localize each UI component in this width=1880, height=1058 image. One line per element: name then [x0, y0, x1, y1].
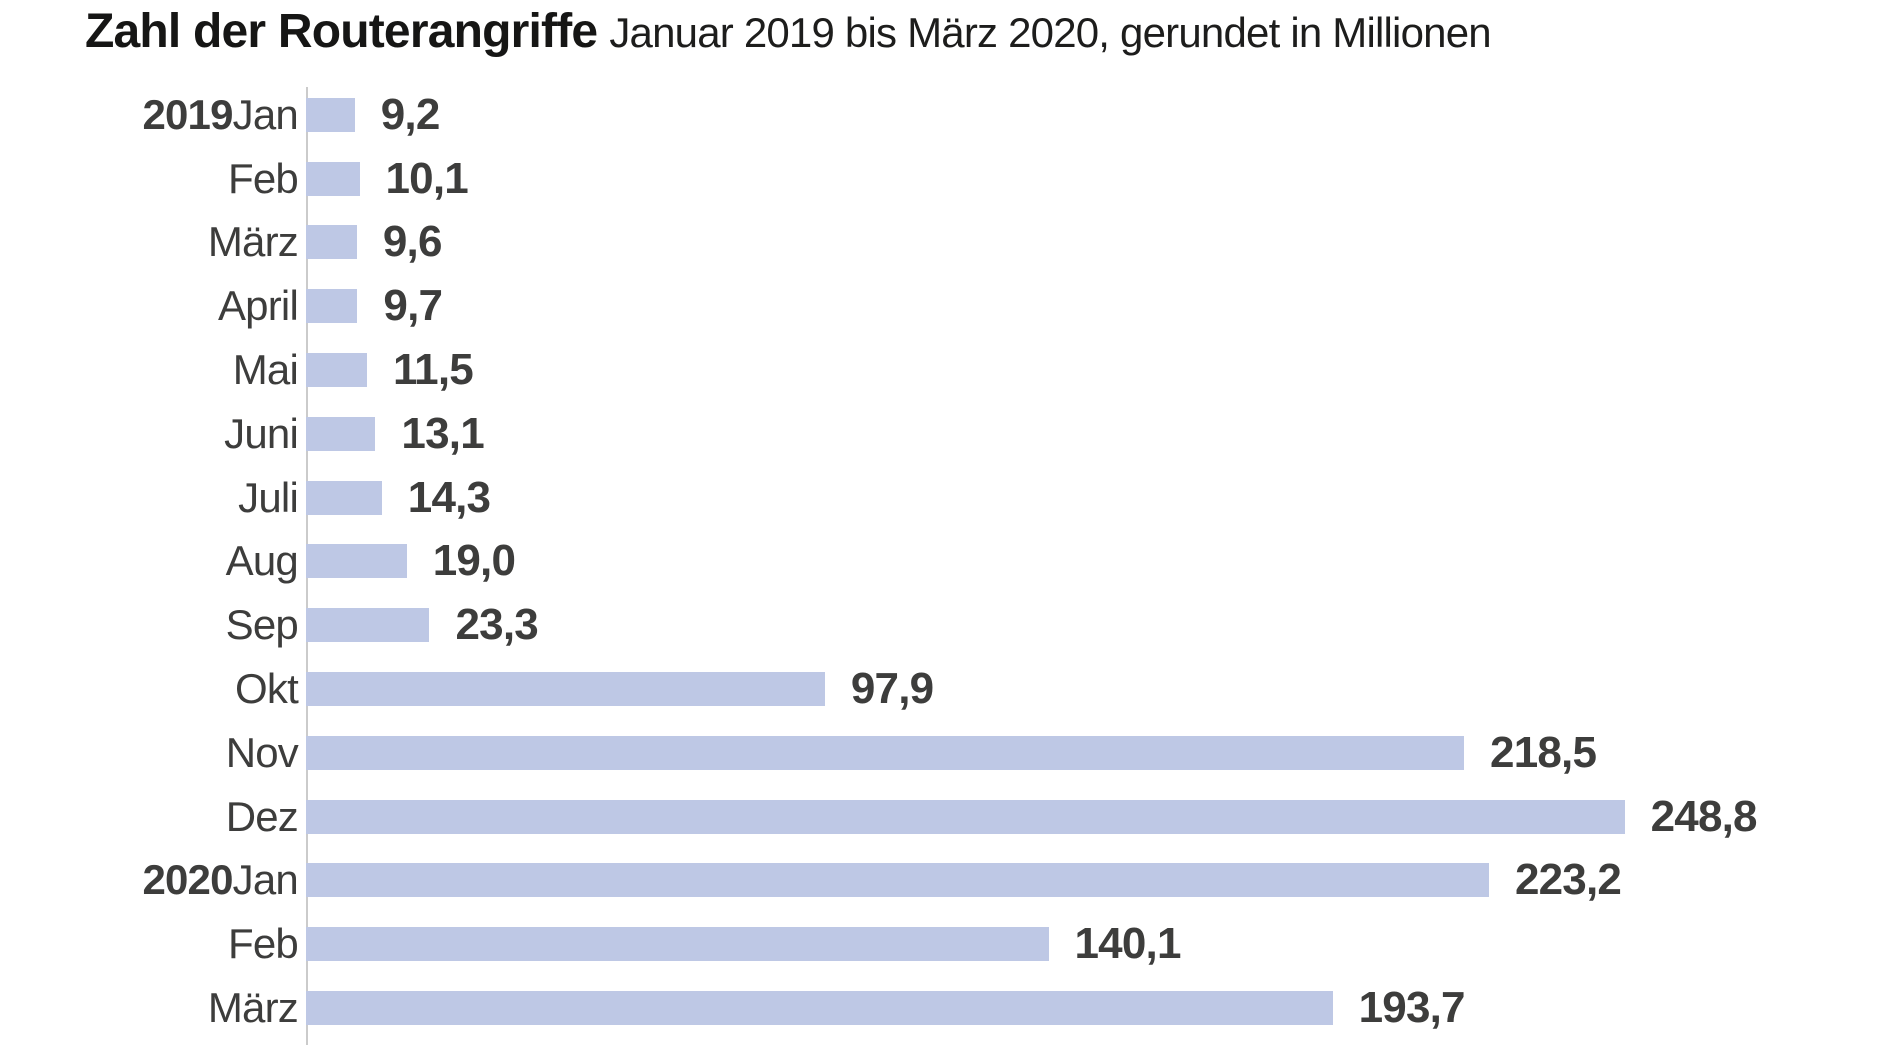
bar [306, 161, 360, 196]
category-label: Dez [0, 793, 306, 841]
category-label: Sep [0, 601, 306, 649]
bar [306, 735, 1465, 770]
value-label: 193,7 [1358, 983, 1466, 1033]
category-label: Juni [0, 410, 306, 458]
bar-row: Aug 19,0 [0, 530, 1880, 594]
year-label: 2020 [142, 856, 233, 904]
bar-row: Feb 10,1 [0, 147, 1880, 211]
month-label: März [207, 218, 299, 266]
value-label: 223,2 [1514, 855, 1622, 905]
bar-row: Nov 218,5 [0, 721, 1880, 785]
value-label: 10,1 [385, 153, 469, 203]
category-label: 2020Jan [0, 856, 306, 904]
bar-row: April 9,7 [0, 274, 1880, 338]
value-label: 11,5 [392, 345, 474, 395]
year-label: 2019 [142, 90, 233, 138]
category-label: Okt [0, 665, 306, 713]
month-label: Juni [224, 409, 299, 457]
category-label: Aug [0, 537, 306, 585]
month-label: Sep [225, 601, 299, 649]
bar-row: März 9,6 [0, 211, 1880, 275]
month-label: Nov [225, 728, 299, 776]
bar-row: März 193,7 [0, 976, 1880, 1040]
category-label: Feb [0, 155, 306, 203]
bar [306, 991, 1333, 1026]
bar [306, 97, 355, 132]
value-label: 97,9 [850, 664, 934, 714]
value-label: 218,5 [1490, 727, 1597, 777]
bar-row: Mai 11,5 [0, 338, 1880, 402]
value-label: 19,0 [432, 536, 516, 586]
category-label: März [0, 218, 306, 266]
category-label: Feb [0, 920, 306, 968]
bar-row: 2020Jan 223,2 [0, 849, 1880, 913]
bar [306, 863, 1489, 898]
chart-header: Zahl der Routerangriffe Januar 2019 bis M… [85, 4, 1492, 59]
bar [306, 353, 367, 388]
month-label: Feb [228, 920, 299, 968]
bar-row: Sep 23,3 [0, 593, 1880, 657]
month-label: Feb [228, 154, 299, 202]
bar-row: Juni 13,1 [0, 402, 1880, 466]
value-label: 23,3 [455, 600, 538, 650]
month-label: Jan [232, 90, 299, 138]
value-label: 14,3 [407, 472, 491, 522]
month-label: Jan [232, 856, 299, 904]
bar-row: Okt 97,9 [0, 657, 1880, 721]
month-label: Mai [232, 346, 299, 394]
chart-subtitle: Januar 2019 bis März 2020, gerundet in M… [609, 9, 1491, 56]
bar-row: Juli 14,3 [0, 466, 1880, 530]
bar [306, 544, 407, 579]
chart-title: Zahl der Routerangriffe [85, 5, 598, 58]
bar-row: Dez 248,8 [0, 785, 1880, 849]
bar-row: Feb 140,1 [0, 912, 1880, 976]
value-label: 9,2 [380, 89, 441, 139]
bar [306, 799, 1625, 834]
bar [306, 416, 376, 451]
category-label: Juli [0, 474, 306, 522]
bar [306, 927, 1049, 962]
value-label: 13,1 [401, 408, 484, 458]
category-label: März [0, 984, 306, 1032]
month-label: April [217, 282, 299, 330]
bar-chart: 2019Jan 9,2 Feb 10,1 März 9,6 April 9,7 Mai 11,5 J… [0, 83, 1880, 1040]
bar [306, 225, 357, 260]
category-label: April [0, 282, 306, 330]
bar-row: 2019Jan 9,2 [0, 83, 1880, 147]
month-label: Juli [238, 473, 299, 521]
category-label: Nov [0, 729, 306, 777]
month-label: März [207, 984, 299, 1032]
month-label: Dez [225, 792, 299, 840]
bar [306, 480, 382, 515]
bar [306, 289, 358, 324]
month-label: Aug [225, 537, 299, 585]
bar [306, 672, 825, 707]
bar [306, 608, 430, 643]
value-label: 9,6 [382, 217, 443, 267]
value-label: 140,1 [1074, 919, 1182, 969]
value-label: 248,8 [1650, 791, 1758, 841]
category-label: 2019Jan [0, 91, 306, 139]
category-label: Mai [0, 346, 306, 394]
month-label: Okt [235, 665, 299, 713]
value-label: 9,7 [383, 281, 443, 331]
